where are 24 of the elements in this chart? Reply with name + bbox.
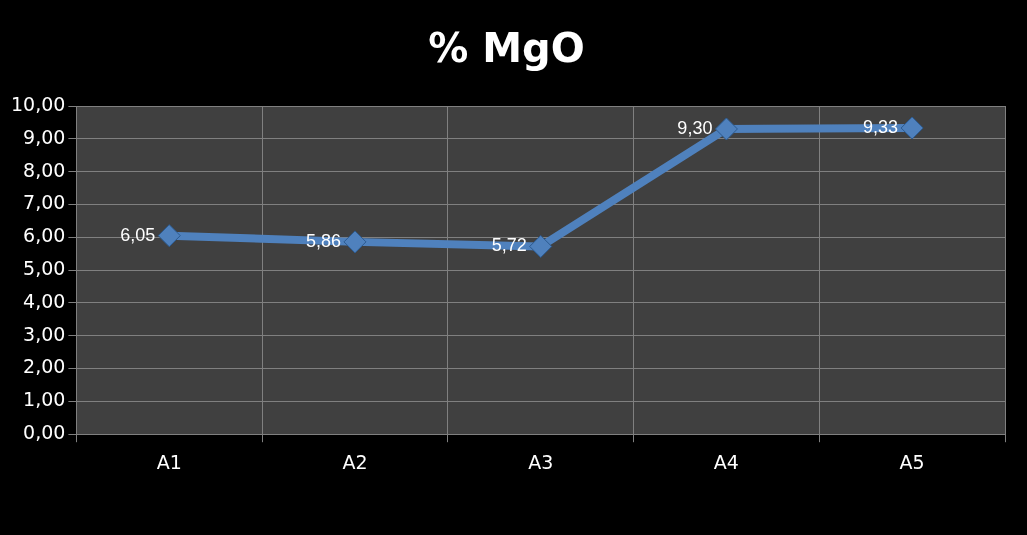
data-label: 9,30 [677,117,713,138]
x-tick-label: A3 [528,450,554,473]
point [900,116,924,140]
x-tick-label: A2 [342,450,368,473]
point [529,234,553,258]
point [714,117,738,141]
y-tick-label: 7,00 [23,191,66,214]
y-tick-label: 3,00 [23,322,66,345]
chart-title: % MgO [428,25,585,72]
y-tick-label: 9,00 [23,125,66,148]
x-tick-label: A4 [713,450,739,473]
point [343,230,367,254]
y-tick-label: 1,00 [23,388,66,411]
y-tick-label: 4,00 [23,289,66,312]
y-tick-label: 10,00 [10,92,66,115]
x-tick-label: A1 [156,450,182,473]
y-tick-label: 6,00 [23,224,66,247]
y-tick-label: 5,00 [23,257,66,280]
x-tick-label: A5 [899,450,925,473]
y-tick-label: 8,00 [23,158,66,181]
data-label: 6,05 [120,224,156,245]
y-tick-label: 2,00 [23,355,66,378]
point [157,224,181,248]
y-tick-label: 0,00 [23,421,66,444]
